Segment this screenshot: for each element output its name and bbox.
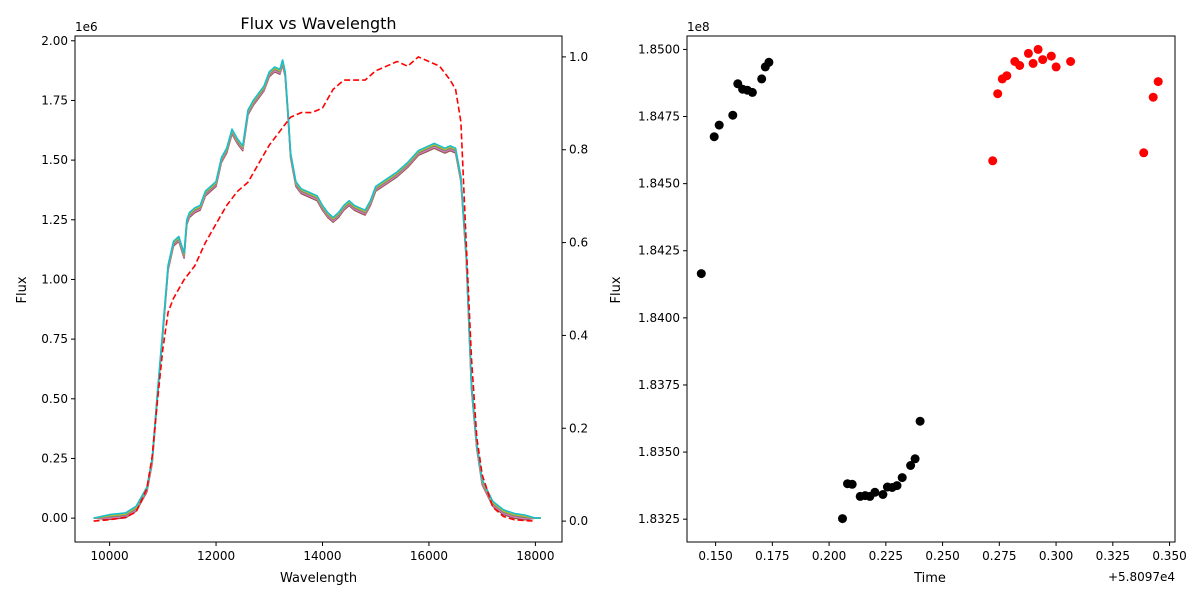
y-axis-label: Flux (609, 276, 624, 303)
right-y-tick-label: 0.6 (569, 236, 588, 250)
right-axes-frame (686, 35, 1176, 543)
right-y-tick-label: 0.8 (569, 143, 588, 157)
scatter-point (1023, 48, 1033, 58)
scatter-point (1033, 44, 1043, 54)
y-tick-label: 1.75 (41, 93, 68, 107)
scatter-point (1015, 61, 1025, 70)
scatter-point (906, 461, 916, 470)
scatter-point (910, 454, 920, 464)
x-tick-label: 18000 (516, 549, 554, 563)
x-tick-label: 0.300 (1039, 549, 1073, 563)
scatter-point (1148, 92, 1158, 102)
y-tick-label: 0.25 (41, 451, 68, 465)
scatter-point (988, 156, 998, 166)
x-tick-label: 0.200 (812, 549, 846, 563)
x-tick-label: 0.325 (1096, 549, 1130, 563)
left-axes-frame (74, 35, 563, 543)
y-tick-label: 1.8350 (638, 445, 680, 459)
y-offset-text: 1e8 (687, 20, 710, 34)
y-tick-label: 1.50 (41, 153, 68, 167)
x-tick-label: 14000 (303, 549, 341, 563)
scatter-point (1139, 148, 1149, 158)
y-axis-label: Flux (15, 276, 30, 303)
y-tick-label: 1.8325 (638, 512, 680, 526)
scatter-point (728, 110, 738, 120)
left-chart: Flux vs Wavelength 1e6 10000 12000 14000 16… (15, 14, 588, 586)
scatter-point (838, 514, 847, 524)
scatter-point (1028, 58, 1038, 68)
y-tick-label: 1.25 (41, 213, 68, 227)
scatter-point (993, 89, 1003, 99)
scatter-point (915, 416, 925, 426)
x-tick-label: 0.275 (982, 549, 1016, 563)
scatter-point (1153, 77, 1163, 87)
y-tick-label: 1.8425 (638, 244, 680, 258)
left-right-y-ticks: 0.0 0.2 0.4 0.6 0.8 1.0 (562, 50, 588, 528)
right-y-ticks: 1.8325 1.8350 1.8375 1.8400 1.8425 1.8450 1.84… (638, 42, 687, 526)
right-y-tick-label: 1.0 (569, 50, 588, 64)
chart-title: Flux vs Wavelength (240, 14, 396, 33)
right-y-tick-label: 0.4 (569, 328, 588, 342)
left-plot-area (93, 55, 541, 522)
x-tick-label: 0.250 (925, 549, 959, 563)
x-tick-label: 0.175 (755, 549, 789, 563)
scatter-point (847, 479, 857, 489)
scatter-point (878, 490, 888, 499)
scatter-point (757, 74, 767, 84)
scatter-point (709, 132, 719, 142)
y-tick-label: 1.8475 (638, 110, 680, 124)
left-x-ticks: 10000 12000 14000 16000 18000 (91, 542, 554, 563)
y-tick-label: 0.75 (41, 332, 68, 346)
scatter-point (897, 473, 907, 483)
y-offset-text: 1e6 (75, 20, 98, 34)
scatter-point (1002, 71, 1012, 81)
scatter-point (892, 481, 902, 491)
left-y-ticks: 0.00 0.25 0.50 0.75 1.00 1.25 1.50 1.75 2.00 (41, 34, 75, 525)
y-tick-label: 1.8450 (638, 177, 680, 191)
y-tick-label: 0.50 (41, 392, 68, 406)
y-tick-label: 0.00 (41, 511, 68, 525)
scatter-point (1051, 62, 1061, 72)
y-tick-label: 1.8375 (638, 378, 680, 392)
right-y-tick-label: 0.0 (569, 514, 588, 528)
throughput-dashed-line (93, 55, 536, 522)
y-tick-label: 2.00 (41, 34, 68, 48)
x-tick-label: 16000 (410, 549, 448, 563)
x-tick-label: 0.150 (698, 549, 732, 563)
scatter-point (747, 87, 757, 97)
x-tick-label: 10000 (91, 549, 129, 563)
spectrum-series-line (93, 59, 541, 519)
right-x-ticks: 0.150 0.175 0.200 0.225 0.250 0.275 0.300 0.325… (698, 542, 1187, 563)
y-tick-label: 1.00 (41, 272, 68, 286)
right-chart: 1e8 0.150 0.175 0.200 0.225 0.250 0.275 0.300 0… (609, 20, 1187, 586)
scatter-point (714, 120, 724, 130)
right-y-tick-label: 0.2 (569, 421, 588, 435)
y-tick-label: 1.8500 (638, 42, 680, 56)
x-axis-label: Wavelength (280, 571, 357, 586)
x-tick-label: 12000 (197, 549, 235, 563)
x-axis-label: Time (913, 571, 946, 586)
scatter-point (1066, 57, 1076, 66)
scatter-point (870, 487, 880, 497)
scatter-point (1038, 55, 1048, 65)
scatter-point (1046, 51, 1056, 61)
x-offset-text: +5.8097e4 (1108, 570, 1175, 584)
scatter-point (764, 57, 774, 67)
y-tick-label: 1.8400 (638, 311, 680, 325)
right-plot-area (696, 44, 1163, 524)
scatter-point (696, 269, 706, 279)
x-tick-label: 0.350 (1152, 549, 1186, 563)
x-tick-label: 0.225 (869, 549, 903, 563)
